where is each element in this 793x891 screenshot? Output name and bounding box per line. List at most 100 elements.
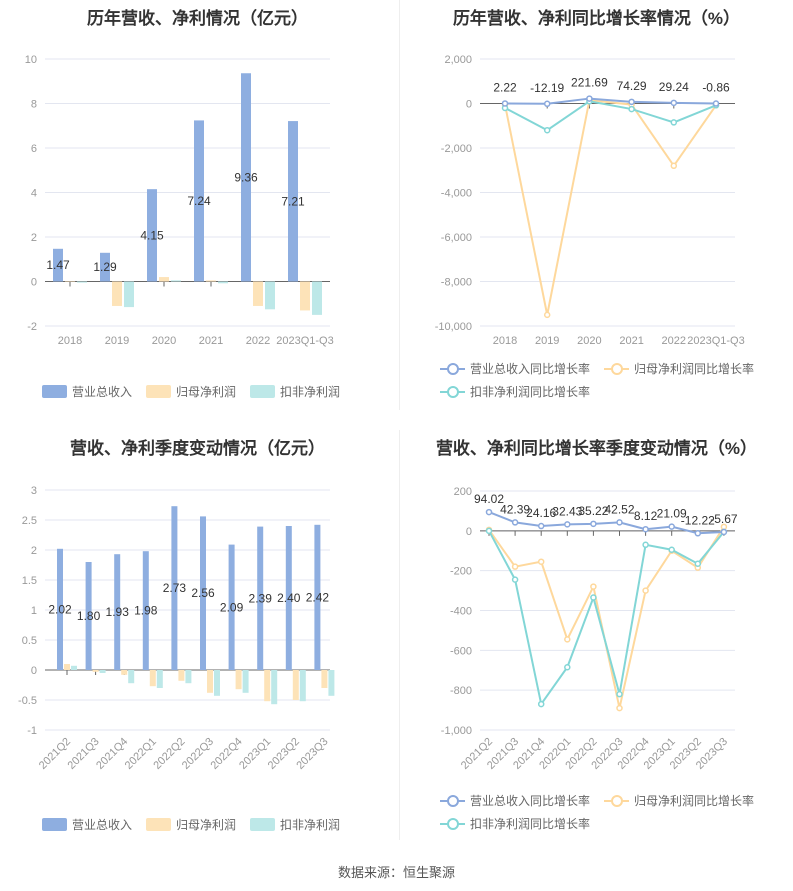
y-tick-label: -600 [450, 645, 472, 657]
legend-swatch [42, 385, 67, 398]
bar-deducted-profit [265, 281, 275, 310]
legend-label: 营业总收入同比增长率 [470, 362, 591, 376]
x-tick-label: 2018 [493, 335, 517, 347]
series-line [504, 97, 717, 105]
legend-annual: 营业总收入 归母净利润 扣非净利润 [42, 383, 340, 400]
y-tick-label: 2 [31, 545, 37, 557]
legend-item-deducted-profit[interactable]: 扣非净利润 [250, 816, 340, 833]
legend-item-revenue-growth[interactable]: 营业总收入同比增长率 [440, 792, 590, 809]
y-tick-label: -200 [450, 566, 472, 578]
data-label: 42.52 [604, 502, 634, 516]
legend-label: 归母净利润 [176, 385, 237, 399]
bar-deducted-profit [271, 670, 278, 705]
legend-item-net-profit[interactable]: 归母净利润 [146, 383, 236, 400]
y-tick-label: 3 [31, 485, 37, 497]
series-line [488, 511, 724, 535]
legend-swatch [42, 818, 67, 831]
data-label: 2.56 [191, 586, 215, 600]
y-tick-label: -1,000 [441, 725, 472, 737]
data-label: 2.73 [163, 581, 187, 595]
x-tick-label: 2023Q3 [294, 736, 330, 772]
data-point [586, 95, 593, 102]
chart-quarterly_growth: -1,000-800-600-400-20002002021Q22021Q320… [441, 486, 738, 772]
y-tick-label: 1 [31, 605, 37, 617]
bar-deducted-profit [128, 670, 135, 684]
legend-annual-growth: 营业总收入同比增长率 归母净利润同比增长率 扣非净利润同比增长率 [440, 360, 780, 400]
bar-revenue [147, 189, 157, 282]
bar-deducted-profit [71, 665, 77, 670]
data-point [537, 700, 545, 708]
data-point [616, 690, 623, 698]
data-point [590, 520, 597, 528]
data-point [564, 636, 571, 643]
legend-label: 营业总收入 [72, 818, 133, 832]
legend-item-deducted-growth[interactable]: 扣非净利润同比增长率 [440, 815, 590, 832]
y-tick-label: -8,000 [441, 277, 472, 289]
data-label: 42.39 [500, 502, 530, 516]
y-tick-label: -2,000 [441, 143, 472, 155]
bar-net-profit [300, 281, 310, 311]
y-tick-label: -2 [27, 321, 37, 333]
data-point [511, 563, 519, 570]
legend-item-net-profit[interactable]: 归母净利润 [146, 816, 236, 833]
legend-item-net-growth[interactable]: 归母净利润同比增长率 [604, 792, 754, 809]
data-point [564, 664, 571, 671]
series-line [488, 530, 725, 707]
legend-item-revenue[interactable]: 营业总收入 [42, 816, 132, 833]
data-point [712, 100, 720, 107]
bar-net-profit [159, 277, 169, 282]
legend-swatch [604, 794, 630, 808]
data-label: 2.02 [48, 602, 72, 616]
bar-net-profit [92, 670, 99, 672]
bar-revenue [85, 562, 92, 670]
bar-revenue [171, 506, 178, 670]
bar-deducted-profit [328, 670, 335, 696]
data-point [543, 126, 551, 134]
legend-swatch [440, 794, 465, 808]
legend-label: 营业总收入 [72, 385, 133, 399]
data-label: 8.12 [634, 509, 658, 523]
legend-item-revenue[interactable]: 营业总收入 [42, 383, 132, 400]
data-point [694, 560, 702, 567]
bar-deducted-profit [171, 280, 181, 282]
legend-label: 营业总收入同比增长率 [470, 794, 591, 808]
bar-net-profit [112, 281, 122, 306]
y-tick-label: -400 [450, 606, 472, 618]
y-tick-label: 1.5 [22, 575, 37, 587]
data-label: 9.36 [234, 170, 258, 184]
legend-item-revenue-growth[interactable]: 营业总收入同比增长率 [440, 360, 590, 377]
y-tick-label: 0.5 [22, 635, 37, 647]
bar-deducted-profit [185, 670, 192, 684]
bar-net-profit [178, 670, 185, 681]
data-label: 2.40 [277, 591, 301, 605]
data-source: 数据来源：恒生聚源 [337, 865, 455, 880]
data-label: 24.16 [526, 506, 556, 520]
bar-deducted-profit [312, 281, 322, 315]
data-point [511, 519, 519, 526]
data-point [543, 311, 551, 319]
y-tick-label: 2.5 [22, 515, 37, 527]
legend-item-net-growth[interactable]: 归母净利润同比增长率 [604, 360, 754, 377]
legend-label: 归母净利润 [176, 818, 237, 832]
bar-deducted-profit [214, 670, 220, 696]
data-point [720, 528, 728, 536]
data-point [670, 119, 678, 126]
data-label: 1.47 [46, 258, 70, 272]
data-point [485, 508, 493, 516]
legend-swatch [146, 385, 172, 398]
bar-revenue [194, 120, 204, 282]
legend-label: 归母净利润同比增长率 [634, 362, 755, 376]
data-label: -12.22 [681, 513, 715, 527]
x-tick-label: 2021 [619, 335, 643, 347]
y-tick-label: 0 [466, 526, 472, 538]
data-label: 1.93 [106, 605, 130, 619]
legend-item-deducted-profit[interactable]: 扣非净利润 [250, 383, 340, 400]
data-point [642, 587, 649, 594]
legend-item-deducted-growth[interactable]: 扣非净利润同比增长率 [440, 383, 590, 400]
legend-quarterly-growth: 营业总收入同比增长率 归母净利润同比增长率 扣非净利润同比增长率 [440, 792, 780, 832]
bar-deducted-profit [299, 670, 306, 702]
data-point [511, 576, 519, 583]
legend-swatch [440, 817, 465, 831]
data-point [668, 546, 675, 554]
